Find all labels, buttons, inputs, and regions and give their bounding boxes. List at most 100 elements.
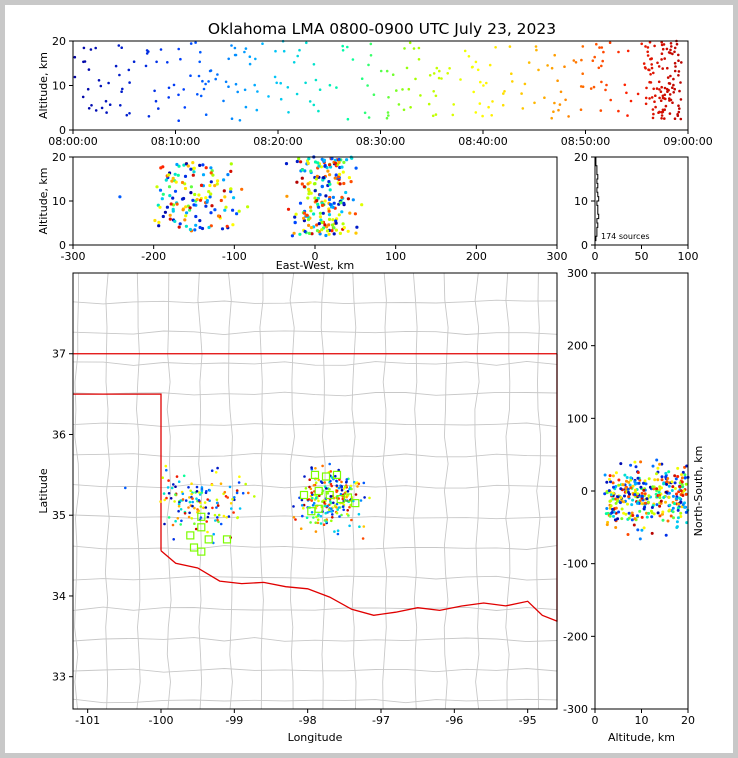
altitude-northsouth-point — [614, 526, 618, 529]
station-marker — [307, 507, 316, 516]
altitude-northsouth-point — [675, 520, 679, 524]
map-point — [215, 506, 218, 509]
time-y-tick-label: 20 — [52, 35, 66, 48]
altitude-northsouth-point — [633, 480, 637, 484]
altitude-northsouth-point — [620, 507, 624, 511]
source-count-label: 174 sources — [601, 232, 650, 241]
time-altitude-point — [488, 63, 492, 67]
altitude-northsouth-point — [619, 496, 623, 500]
eastwest-altitude-point — [360, 203, 364, 207]
map-point — [203, 501, 207, 504]
time-altitude-point — [198, 60, 201, 64]
altitude-northsouth-point — [630, 518, 634, 522]
county-line — [72, 575, 558, 581]
map-x-tick-label: -97 — [372, 714, 390, 727]
altitude-northsouth-point — [681, 494, 685, 497]
time-altitude-point — [553, 101, 556, 105]
altitude-northsouth-point — [666, 519, 670, 523]
eastwest-altitude-point — [159, 166, 163, 170]
altitude-northsouth-point — [645, 497, 649, 501]
map-point — [232, 511, 235, 514]
altitude-northsouth-point — [668, 508, 672, 512]
time-altitude-point — [360, 77, 364, 80]
time-altitude-point — [385, 116, 389, 120]
eastwest-altitude-point — [209, 224, 213, 228]
eastwest-altitude-point — [158, 188, 163, 192]
eastwest-altitude-point — [167, 185, 172, 189]
eastwest-altitude-point — [313, 196, 317, 200]
county-line — [72, 637, 558, 643]
time-altitude-point — [533, 101, 536, 105]
time-altitude-point — [295, 92, 299, 96]
time-altitude-point — [147, 115, 151, 118]
eastwest-altitude-point — [300, 182, 304, 186]
time-altitude-point — [207, 80, 210, 83]
altitude-northsouth-point — [640, 494, 644, 498]
time-altitude-point — [485, 81, 488, 85]
altitude-northsouth-point — [633, 482, 637, 486]
altitude-northsouth-point — [681, 470, 685, 474]
time-altitude-point — [166, 61, 169, 64]
time-altitude-point — [478, 102, 482, 105]
eastwest-altitude-point — [306, 182, 310, 186]
map-point — [304, 487, 308, 490]
map-point — [294, 518, 297, 521]
map-point — [305, 516, 309, 519]
eastwest-altitude-point — [338, 172, 342, 176]
eastwest-altitude-point — [231, 208, 235, 212]
time-altitude-point — [662, 43, 666, 46]
map-point — [329, 495, 333, 498]
time-altitude-point — [379, 69, 383, 73]
map-point — [302, 506, 305, 510]
time-altitude-point — [552, 110, 555, 113]
map-point — [317, 478, 321, 482]
map-point — [217, 513, 221, 517]
altitude-northsouth-point — [642, 481, 645, 485]
time-altitude-point — [677, 74, 680, 77]
time-altitude-point — [405, 66, 409, 70]
eastwest-altitude-point — [315, 229, 320, 233]
map-point — [229, 502, 233, 505]
altitude-northsouth-point — [623, 494, 626, 498]
map-point — [348, 524, 351, 528]
eastwest-altitude-point — [316, 202, 320, 206]
eastwest-altitude-point — [305, 213, 309, 217]
time-altitude-point — [94, 109, 98, 112]
map-point — [207, 512, 210, 515]
eastwest-altitude-point — [327, 180, 331, 184]
time-altitude-point — [669, 42, 673, 45]
eastwest-altitude-point — [315, 223, 319, 227]
eastwest-altitude-point — [205, 199, 209, 203]
altitude-northsouth-point — [685, 521, 689, 525]
eastwest-altitude-point — [181, 208, 185, 212]
altitude-northsouth-point — [614, 485, 618, 488]
map-point — [363, 496, 366, 499]
map-point — [174, 485, 177, 489]
altitude-northsouth-point — [676, 506, 680, 510]
time-altitude-point — [82, 46, 86, 50]
time-altitude-point — [107, 81, 110, 85]
altitude-northsouth-point — [680, 483, 684, 487]
time-altitude-point — [598, 46, 601, 49]
eastwest-altitude-point — [209, 171, 213, 175]
time-altitude-point — [372, 93, 376, 96]
map-point — [317, 499, 320, 503]
map-point — [316, 521, 320, 525]
eastwest-altitude-point — [337, 175, 341, 179]
eastwest-altitude-point — [183, 186, 188, 191]
altitude-northsouth-point — [671, 485, 675, 489]
altitude-northsouth-point — [658, 462, 662, 466]
eastwest-altitude-point — [337, 160, 341, 164]
map-point — [211, 506, 214, 510]
map-point — [174, 493, 177, 496]
eastwest-altitude-point — [191, 173, 195, 177]
time-altitude-point — [673, 61, 677, 65]
time-altitude-point — [652, 112, 655, 116]
altitude-northsouth-point — [679, 489, 683, 493]
eastwest-altitude-point — [175, 202, 179, 206]
eastwest-altitude-point — [303, 229, 307, 234]
time-altitude-point — [89, 48, 93, 51]
time-altitude-point — [286, 86, 290, 89]
time-altitude-point — [255, 108, 259, 112]
hist-x-tick-label: 0 — [592, 250, 599, 263]
